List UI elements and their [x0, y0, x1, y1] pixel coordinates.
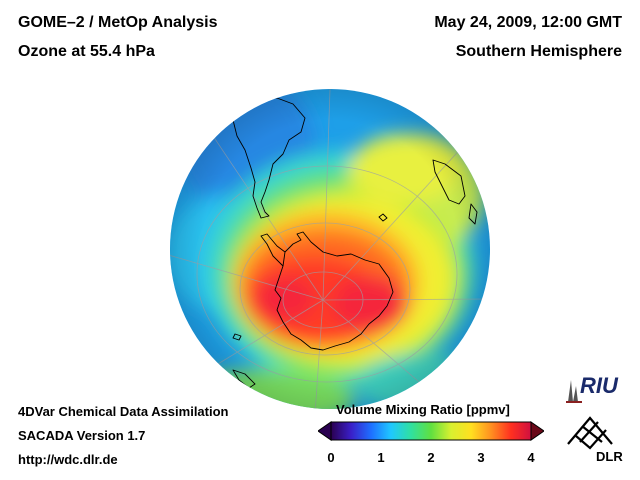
colorbar-gradient: [330, 421, 532, 441]
footer-version: SACADA Version 1.7: [18, 428, 146, 443]
colorbar-low-arrow: [318, 421, 332, 441]
colorbar-tick-3: 3: [477, 450, 485, 465]
map-hemisphere: Southern Hemisphere: [455, 43, 622, 60]
riu-logo-icon: [566, 380, 582, 403]
colorbar-tick-1: 1: [377, 450, 385, 465]
footer-assimilation: 4DVar Chemical Data Assimilation: [18, 404, 229, 419]
globe-map: [170, 89, 490, 409]
map-subtitle: Ozone at 55.4 hPa: [18, 43, 155, 60]
dlr-logo-icon: [567, 416, 613, 450]
footer-url: http://wdc.dlr.de: [18, 452, 118, 467]
colorbar-label: Volume Mixing Ratio [ppmv]: [336, 402, 510, 417]
riu-logo-text: RIU: [580, 373, 618, 398]
colorbar-tick-2: 2: [427, 450, 435, 465]
colorbar-tick-4: 4: [527, 450, 535, 465]
map-title: GOME–2 / MetOp Analysis: [18, 14, 218, 31]
dlr-logo-text: DLR: [596, 449, 623, 464]
colorbar-high-arrow: [530, 421, 544, 441]
colorbar-tick-0: 0: [327, 450, 335, 465]
map-date: May 24, 2009, 12:00 GMT: [434, 14, 622, 31]
colorbar: [318, 421, 544, 441]
